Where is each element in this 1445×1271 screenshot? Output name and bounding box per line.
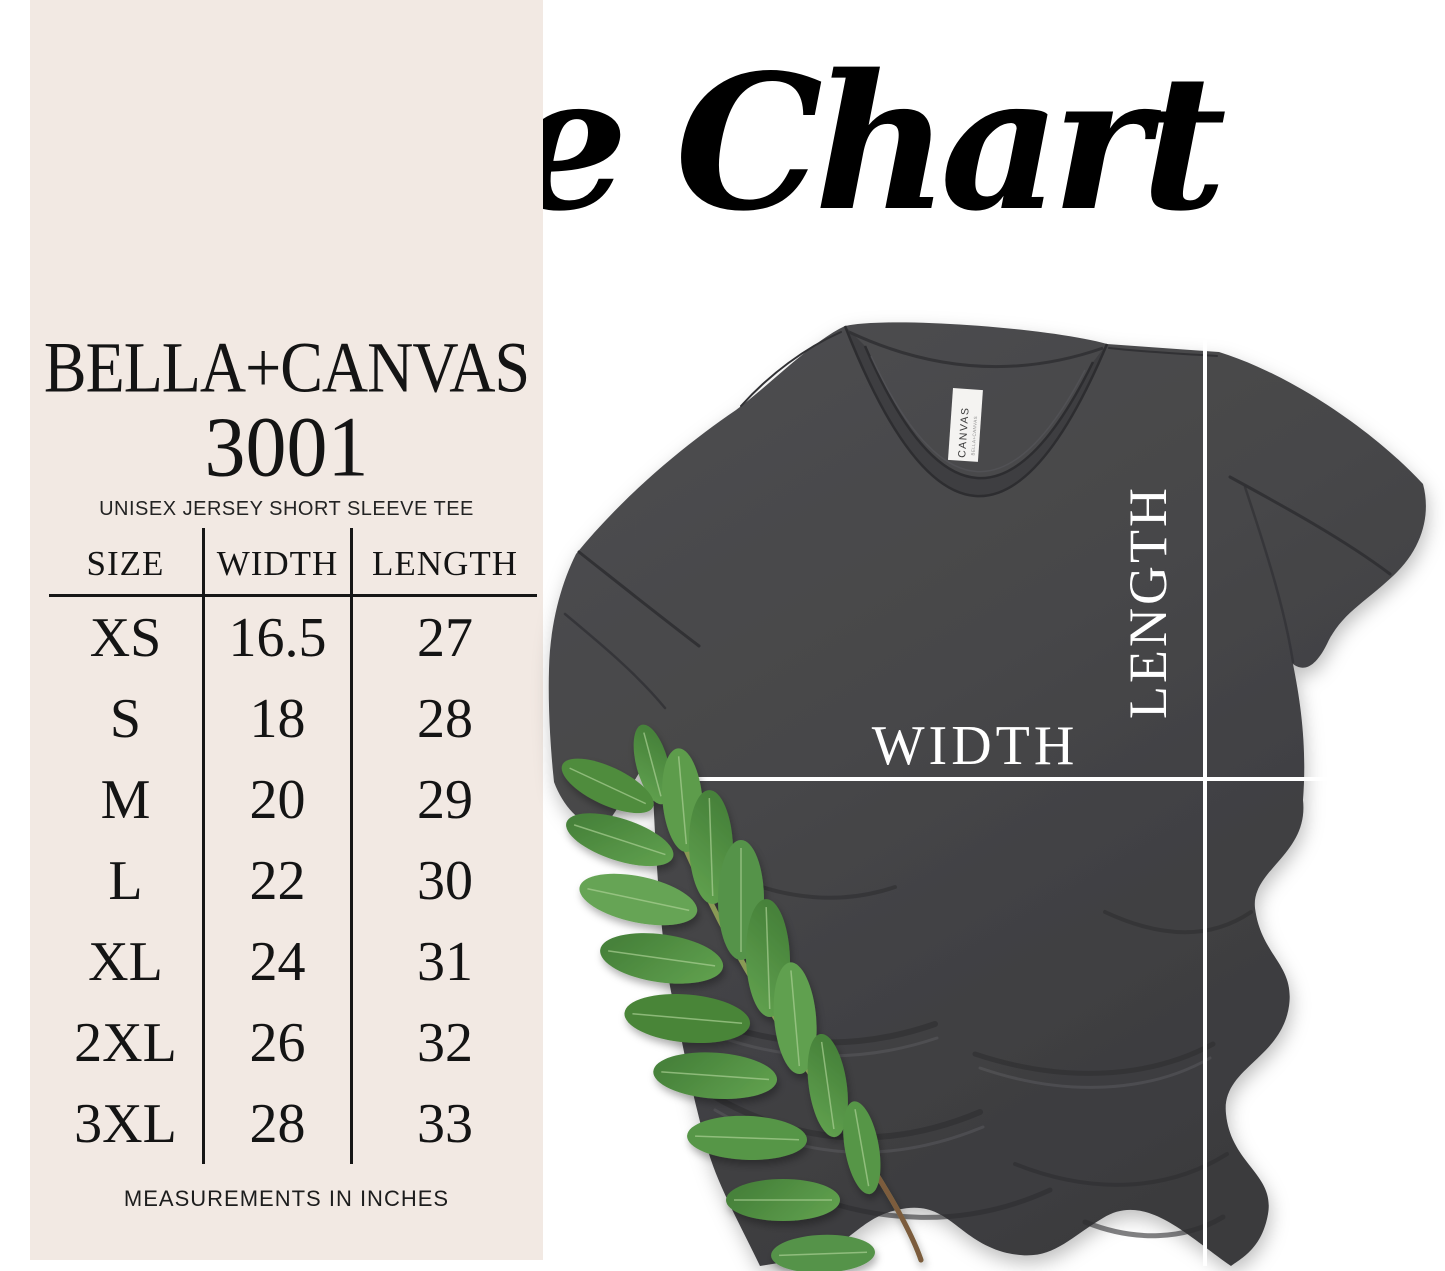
length-label: LENGTH bbox=[1118, 485, 1178, 719]
cell-size: M bbox=[100, 768, 151, 831]
leaf-branch bbox=[561, 724, 924, 1271]
cell-length: 29 bbox=[417, 768, 473, 831]
column-header-size: SIZE bbox=[49, 528, 202, 597]
leaf bbox=[653, 1052, 778, 1100]
leaf bbox=[561, 758, 654, 814]
cell-width: 28 bbox=[202, 1083, 353, 1164]
product-subtitle: UNISEX JERSEY SHORT SLEEVE TEE bbox=[99, 498, 474, 520]
measurements-note: MEASUREMENTS IN INCHES bbox=[123, 1186, 450, 1211]
leaf bbox=[843, 1101, 881, 1195]
neck-label-tag bbox=[947, 388, 983, 462]
size-chart-panel: BELLA+CANVAS 3001 UNISEX JERSEY SHORT SL… bbox=[30, 0, 543, 1260]
leaf bbox=[726, 1179, 840, 1221]
cell-size: 2XL bbox=[74, 1011, 177, 1074]
tshirt-collar bbox=[843, 325, 1109, 498]
cell-width: 26 bbox=[202, 1002, 353, 1083]
leaf bbox=[633, 724, 672, 805]
brand-name: BELLA+CANVAS bbox=[43, 327, 530, 408]
leaf bbox=[773, 962, 817, 1075]
tshirt-photo: CANVAS BELLA+CANVAS LENGTH WIDTH bbox=[545, 312, 1445, 1271]
product-model-number: 3001 bbox=[204, 398, 369, 495]
cell-length: 33 bbox=[417, 1092, 473, 1155]
column-header-width: WIDTH bbox=[202, 528, 353, 597]
leaf bbox=[624, 993, 751, 1044]
leaf bbox=[566, 813, 674, 867]
branch-stem-tip bbox=[872, 1169, 924, 1263]
cell-length: 27 bbox=[417, 606, 473, 669]
cell-size: 3XL bbox=[74, 1092, 177, 1155]
neck-label: CANVAS BELLA+CANVAS bbox=[947, 388, 983, 462]
cell-size: S bbox=[109, 687, 142, 750]
cell-width: 24 bbox=[202, 921, 353, 1002]
width-label: WIDTH bbox=[872, 715, 1079, 777]
cell-size: XS bbox=[89, 606, 162, 669]
leaf bbox=[771, 1234, 876, 1271]
neck-label-primary-text: CANVAS bbox=[956, 406, 972, 458]
cell-length: 30 bbox=[417, 849, 473, 912]
length-line bbox=[1203, 340, 1207, 1266]
cell-length: 31 bbox=[417, 930, 473, 993]
cell-width: 16.5 bbox=[202, 597, 353, 678]
leaf bbox=[579, 873, 698, 926]
cell-width: 18 bbox=[202, 678, 353, 759]
tshirt-photo-svg: CANVAS BELLA+CANVAS LENGTH WIDTH bbox=[548, 322, 1445, 1271]
neck-label-secondary-text: BELLA+CANVAS bbox=[970, 416, 978, 456]
width-line bbox=[646, 777, 1445, 781]
size-table: SIZE WIDTH LENGTH XS 16.5 27 S 18 28 M 2… bbox=[49, 528, 537, 1164]
cell-size: XL bbox=[88, 930, 163, 993]
cell-length: 32 bbox=[417, 1011, 473, 1074]
cell-size: L bbox=[108, 849, 143, 912]
cell-width: 20 bbox=[202, 759, 353, 840]
cell-width: 22 bbox=[202, 840, 353, 921]
leaf bbox=[807, 1033, 848, 1138]
leaf bbox=[600, 933, 724, 984]
leaf bbox=[687, 1115, 808, 1160]
cell-length: 28 bbox=[417, 687, 473, 750]
column-header-length: LENGTH bbox=[353, 528, 537, 597]
